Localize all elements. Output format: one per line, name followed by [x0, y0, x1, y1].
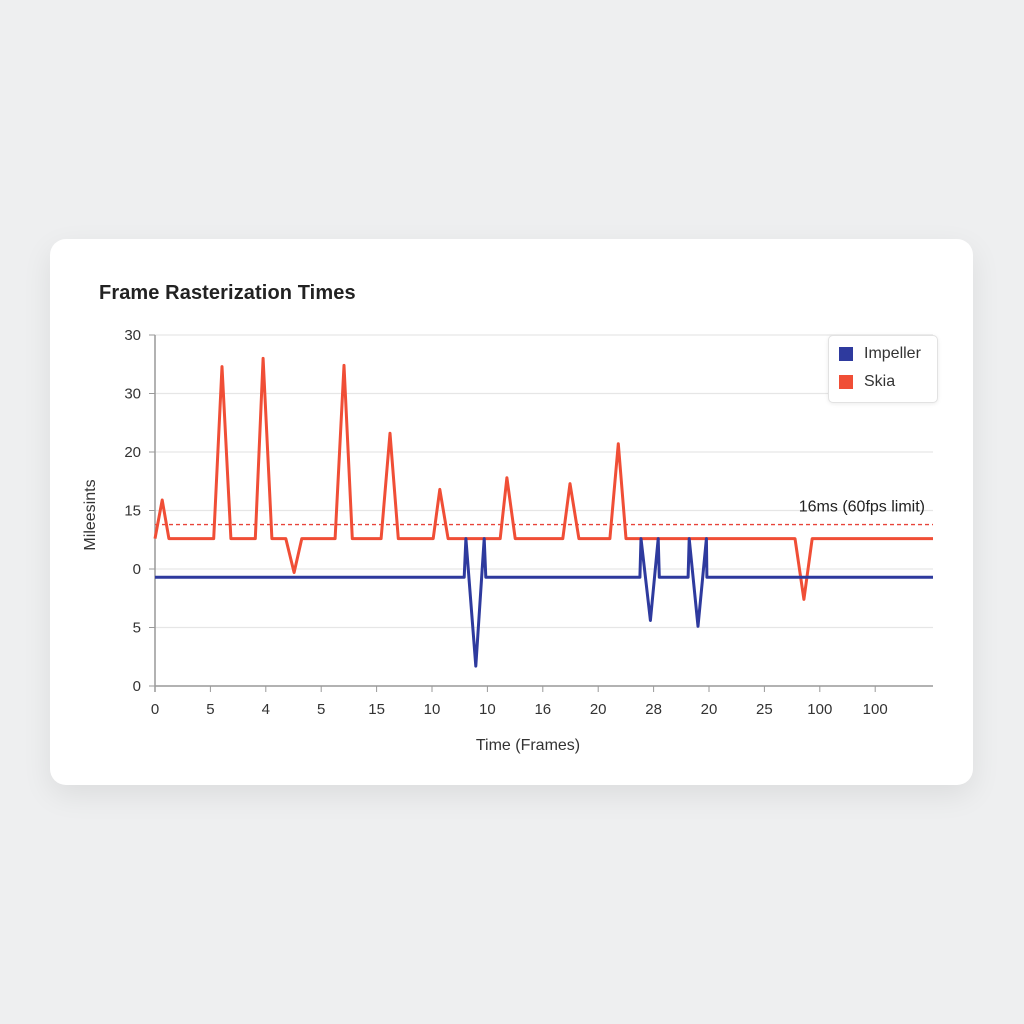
y-tick-label: 15: [124, 503, 141, 520]
y-tick-label: 30: [124, 327, 141, 344]
x-tick-label: 15: [368, 701, 385, 718]
threshold-label: 16ms (60fps limit): [799, 499, 925, 516]
x-tick-label: 16: [534, 701, 551, 718]
x-tick-label: 100: [863, 701, 888, 718]
y-tick-label: 20: [124, 444, 141, 461]
legend-label-impeller: Impeller: [864, 345, 921, 362]
y-tick-label: 30: [124, 386, 141, 403]
legend-item-impeller[interactable]: Impeller: [839, 345, 921, 363]
x-tick-label: 0: [151, 701, 159, 718]
series-line-impeller: [155, 537, 933, 668]
x-tick-label: 10: [424, 701, 441, 718]
x-axis-label: Time (Frames): [476, 737, 580, 754]
y-tick-label: 5: [133, 620, 141, 637]
chart-card: Frame Rasterization Times 0 5 0 15 20 30 30 0 5 4…: [50, 239, 973, 785]
legend: Impeller Skia: [828, 335, 938, 403]
x-tick-label: 25: [756, 701, 773, 718]
legend-swatch-impeller: [839, 347, 853, 361]
legend-item-skia[interactable]: Skia: [839, 373, 895, 391]
x-tick-label: 100: [807, 701, 832, 718]
x-tick-label: 5: [206, 701, 214, 718]
y-tick-label: 0: [133, 678, 141, 695]
x-tick-label: 28: [645, 701, 662, 718]
x-tick-label: 4: [262, 701, 270, 718]
legend-label-skia: Skia: [864, 373, 896, 390]
x-tick-label: 20: [701, 701, 718, 718]
y-tick-label: 0: [133, 561, 141, 578]
chart-title: Frame Rasterization Times: [99, 282, 356, 304]
y-axis-label: Mileesints: [82, 479, 99, 550]
x-tick-label: 5: [317, 701, 325, 718]
series-line-skia: [153, 356, 933, 601]
x-tick-label: 20: [590, 701, 607, 718]
x-tick-label: 10: [479, 701, 496, 718]
legend-swatch-skia: [839, 375, 853, 389]
chart-plot: 0 5 0 15 20 30 30 0 5 4 5 15 10 10 16 20 28 20 25 100 100 Tim…: [82, 327, 934, 754]
